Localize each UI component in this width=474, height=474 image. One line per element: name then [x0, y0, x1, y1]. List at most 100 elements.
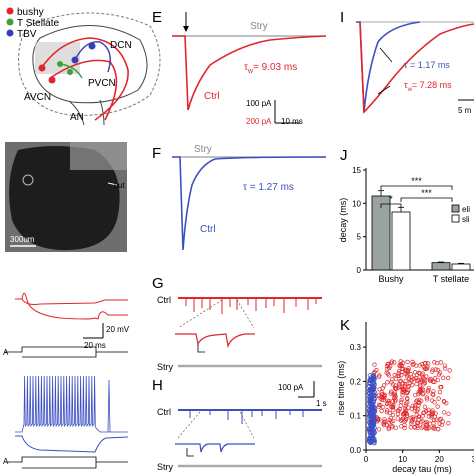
point-bushy-271	[374, 368, 379, 373]
point-bushy-328	[404, 391, 410, 396]
point-bushy-307	[387, 365, 392, 371]
sig-bracket-1	[380, 203, 402, 208]
point-bushy-35	[397, 379, 403, 384]
panel-letter-e: E	[152, 9, 162, 26]
pa-label-2: A	[3, 457, 9, 466]
y-ticks-j: 0 5 10 15	[352, 166, 366, 275]
cut-label: cut	[114, 181, 125, 190]
point-bushy-339	[416, 391, 421, 397]
y-tick-label-k-2: 0.2	[350, 377, 362, 386]
point-bushy-325	[426, 407, 431, 412]
scale-ms-e: 10 ms	[281, 117, 303, 126]
point-bushy-305	[408, 372, 414, 377]
point-bushy-265	[424, 422, 430, 427]
ctrl-trace-f	[172, 156, 327, 251]
arrow-blue-i	[379, 47, 393, 63]
point-tstellate-227	[367, 413, 372, 418]
y-tick-label-j-0: 0	[357, 266, 362, 275]
point-bushy-355	[379, 408, 384, 414]
panel-g: G Ctrl Stry	[152, 275, 322, 372]
point-bushy-248	[414, 408, 420, 413]
legend-bushy: bushy	[17, 7, 44, 18]
y-tick-label-k-3: 0.3	[350, 343, 362, 352]
point-bushy-92	[435, 404, 440, 409]
panel-k: K rise time (ms) decay tau (ms) 0.00.10.…	[336, 317, 474, 474]
panel-letter-j: J	[340, 147, 348, 164]
point-bushy-327	[385, 423, 390, 428]
point-bushy-357	[426, 388, 431, 393]
point-bushy-201	[395, 416, 400, 421]
current-clamp-panel: 20 mV 20 ms A A	[3, 292, 130, 469]
label-dcn: DCN	[110, 40, 132, 51]
point-bushy-323	[404, 408, 409, 413]
point-bushy-300	[439, 422, 445, 427]
point-bushy-275	[426, 426, 431, 431]
point-bushy-291	[431, 379, 436, 384]
legend-tbv-dot	[6, 29, 14, 37]
x-tick-label-k-0: 0	[364, 455, 369, 464]
legend-bushy-dot	[6, 7, 14, 15]
point-bushy-57	[403, 379, 408, 384]
panel-letter-k: K	[340, 317, 350, 334]
point-bushy-198	[409, 419, 415, 424]
point-bushy-199	[436, 372, 442, 377]
point-bushy-295	[429, 412, 434, 417]
point-bushy-184	[441, 399, 447, 404]
point-bushy-315	[412, 408, 417, 413]
cochlear-nucleus-outline	[18, 12, 161, 116]
point-bushy-319	[403, 410, 408, 416]
point-bushy-180	[385, 380, 390, 385]
point-tstellate-237	[367, 378, 372, 383]
point-bushy-96	[409, 421, 414, 426]
point-bushy-310	[380, 392, 385, 397]
y-tick-label-j-2: 10	[352, 199, 361, 208]
point-tstellate-234	[372, 396, 377, 401]
point-bushy-299	[385, 371, 391, 376]
point-bushy-71	[432, 400, 437, 405]
ctrl-label-f: Ctrl	[200, 224, 216, 235]
point-bushy-334	[420, 379, 425, 384]
point-bushy-247	[429, 415, 434, 420]
panel-letter-h: H	[152, 377, 163, 394]
ctrl-label-h: Ctrl	[157, 407, 171, 417]
point-tstellate-213	[368, 410, 373, 415]
point-bushy-81	[385, 408, 390, 413]
zoom-trace-g	[175, 333, 255, 349]
point-tstellate-212	[372, 438, 377, 444]
bar-sli-1	[451, 263, 471, 271]
point-bushy-346	[414, 372, 420, 378]
x-tick-label-k-3: 30	[472, 455, 474, 464]
tau-f: τ = 1.27 ms	[243, 182, 294, 193]
legend-swatch-sli	[451, 214, 460, 223]
point-bushy-341	[436, 427, 441, 432]
ticks-k: 0.0 0.1 0.2 0.3 0 10 20 30	[350, 343, 474, 464]
point-bushy-359	[438, 360, 444, 365]
point-bushy-281	[390, 403, 395, 409]
point-bushy-43	[376, 427, 382, 432]
point-tstellate-232	[367, 404, 372, 409]
label-avcn: AVCN	[24, 92, 51, 103]
point-bushy-123	[376, 404, 381, 410]
point-bushy-257	[379, 390, 384, 395]
point-bushy-147	[387, 410, 392, 416]
point-bushy-285	[430, 369, 435, 374]
scale-s-h: 1 s	[316, 399, 327, 408]
panel-e: E Stry Ctrl τw= 9.03 ms 100 pA 200 pA 10…	[152, 9, 327, 126]
y-label-k: rise time (ms)	[336, 361, 346, 416]
tstellate-hyperpol-trace	[15, 435, 129, 453]
point-tstellate-175	[371, 430, 376, 436]
point-bushy-343	[399, 363, 405, 369]
legend-tbv: TBV	[17, 29, 37, 40]
point-bushy-47	[414, 363, 419, 368]
point-tstellate-235	[371, 373, 376, 378]
point-bushy-301	[393, 386, 398, 391]
point-bushy-72	[413, 403, 418, 408]
point-bushy-306	[425, 361, 431, 366]
point-bushy-155	[415, 425, 420, 430]
an-nerve-outline	[69, 99, 105, 126]
point-bushy-169	[410, 359, 415, 365]
ctrl-label-e: Ctrl	[204, 91, 220, 102]
point-bushy-83	[397, 384, 402, 389]
zoom-scale-g	[197, 344, 205, 353]
